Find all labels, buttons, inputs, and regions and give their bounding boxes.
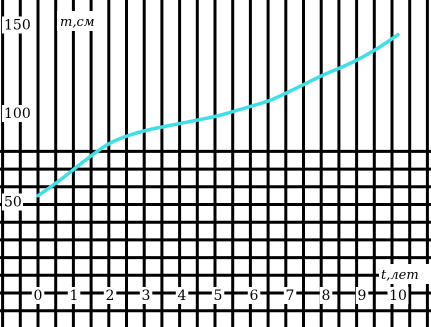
x-tick-bg-2 [103, 287, 117, 304]
x-tick-label-9: 9 [358, 288, 367, 304]
y-tick-bg-2 [2, 16, 32, 34]
x-tick-bg-4 [175, 287, 189, 304]
x-tick-label-8: 8 [322, 288, 331, 304]
series-layer [36, 32, 400, 198]
x-tick-bg-3 [139, 287, 153, 304]
x-tick-bg-9 [355, 287, 369, 304]
y-axis-title-bg [57, 11, 104, 31]
axis-labels: 0 1 2 3 4 5 6 7 8 9 10 50 100 150 m,см t,лет [2, 11, 431, 304]
x-tick-label-1: 1 [70, 288, 79, 304]
x-tick-label-6: 6 [250, 288, 259, 304]
x-tick-bg-0 [31, 287, 45, 304]
x-tick-bg-7 [283, 287, 297, 304]
y-tick-label-2: 150 [4, 18, 31, 34]
x-axis-title: t,лет [381, 268, 419, 283]
y-tick-bg-1 [2, 105, 32, 122]
x-tick-label-0: 0 [34, 288, 43, 304]
x-tick-label-4: 4 [178, 288, 187, 304]
x-tick-label-7: 7 [286, 288, 295, 304]
x-tick-label-2: 2 [106, 288, 115, 304]
x-tick-label-5: 5 [214, 288, 223, 304]
y-tick-label-0: 50 [4, 195, 22, 211]
x-tick-bg-6 [247, 287, 261, 304]
x-tick-bg-8 [319, 287, 333, 304]
x-axis-title-bg [379, 264, 431, 284]
x-tick-bg-5 [211, 287, 225, 304]
series-line-0 [36, 32, 400, 198]
x-tick-label-3: 3 [142, 288, 151, 304]
y-tick-label-1: 100 [4, 106, 31, 122]
x-tick-label-10: 10 [389, 288, 407, 304]
y-tick-bg-0 [2, 193, 23, 211]
x-tick-bg-1 [67, 287, 81, 304]
y-axis-title: m,см [60, 15, 95, 30]
x-tick-bg-10 [387, 287, 409, 304]
